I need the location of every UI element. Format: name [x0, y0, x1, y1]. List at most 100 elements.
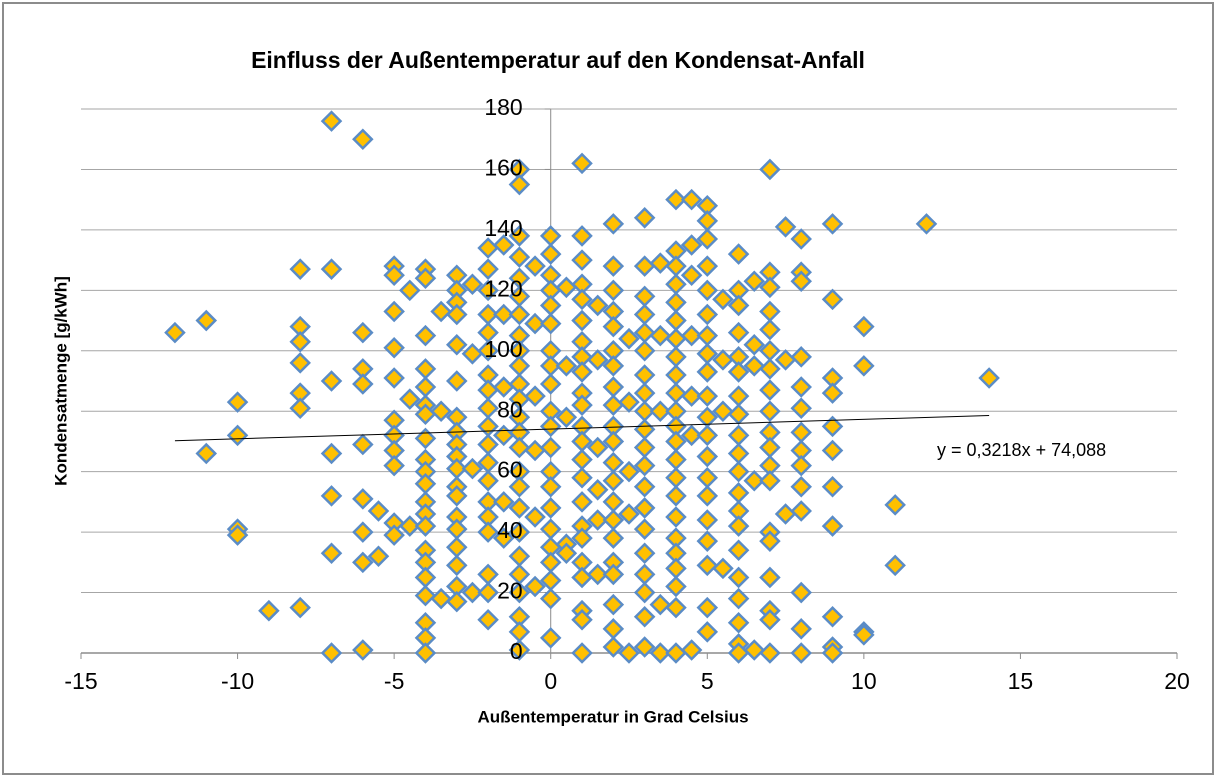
- point: [477, 581, 499, 604]
- point: [759, 530, 781, 552]
- point: [759, 642, 781, 664]
- point: [696, 385, 719, 407]
- point: [383, 336, 405, 359]
- point: [289, 330, 311, 353]
- point: [821, 439, 844, 462]
- point: [602, 255, 625, 277]
- point: [571, 394, 593, 416]
- point: [665, 506, 687, 528]
- y-axis-title: Kondensatmenge [g/kWh]: [51, 276, 70, 486]
- point: [367, 500, 390, 522]
- point: [696, 596, 719, 619]
- point: [790, 476, 812, 498]
- point: [665, 575, 687, 598]
- point: [508, 497, 531, 519]
- point: [602, 279, 625, 302]
- point: [289, 352, 311, 374]
- point: [320, 110, 343, 132]
- point: [665, 596, 687, 619]
- x-axis-title: Außentemperatur in Grad Celsius: [477, 707, 748, 726]
- point: [383, 454, 405, 477]
- point: [414, 642, 437, 664]
- point: [195, 442, 218, 465]
- point: [602, 527, 625, 549]
- point: [508, 225, 531, 247]
- point: [680, 385, 703, 407]
- point: [477, 279, 499, 302]
- point: [320, 642, 343, 664]
- point: [508, 173, 531, 196]
- point: [446, 554, 468, 577]
- trendline-label: y = 0,3218x + 74,088: [937, 440, 1106, 460]
- point: [539, 587, 562, 610]
- point: [821, 476, 844, 498]
- point: [446, 485, 468, 507]
- point: [633, 581, 656, 604]
- point: [759, 358, 781, 380]
- point: [571, 152, 593, 175]
- point: [414, 324, 437, 347]
- chart-title: Einfluss der Außentemperatur auf den Kon…: [251, 47, 865, 73]
- point: [790, 270, 812, 293]
- point: [539, 373, 562, 395]
- point: [602, 593, 625, 616]
- point: [884, 554, 906, 577]
- points: [164, 110, 1000, 664]
- point: [320, 258, 343, 280]
- point: [226, 424, 249, 447]
- x-tick-label: 5: [701, 668, 714, 694]
- x-tick-label: 0: [544, 668, 557, 694]
- point: [618, 391, 640, 413]
- y-tick-label: 100: [484, 336, 522, 362]
- point: [352, 551, 374, 574]
- point: [696, 361, 719, 383]
- point: [352, 488, 374, 510]
- point: [524, 255, 546, 277]
- y-tick-label: 160: [484, 155, 522, 181]
- point: [759, 400, 781, 422]
- point: [383, 524, 405, 546]
- point: [414, 584, 437, 607]
- point: [696, 530, 719, 552]
- point: [680, 424, 703, 447]
- point: [759, 379, 781, 401]
- point: [289, 397, 311, 419]
- point: [680, 188, 703, 211]
- point: [586, 349, 609, 371]
- point: [555, 542, 578, 565]
- point: [727, 612, 750, 634]
- point: [790, 500, 812, 522]
- point: [727, 361, 750, 383]
- point: [586, 563, 609, 586]
- point: [492, 527, 515, 549]
- point: [602, 636, 625, 658]
- point: [508, 246, 531, 268]
- point: [508, 581, 531, 604]
- point: [289, 258, 311, 280]
- point: [602, 213, 625, 235]
- point: [571, 309, 593, 332]
- point: [821, 642, 844, 664]
- point: [320, 542, 343, 565]
- point: [586, 294, 609, 317]
- point: [289, 596, 311, 619]
- point: [602, 563, 625, 586]
- point: [195, 309, 218, 332]
- point: [226, 524, 249, 546]
- point: [633, 340, 656, 362]
- point: [727, 566, 750, 589]
- point: [696, 445, 719, 468]
- x-tick-label: 10: [851, 668, 877, 694]
- point: [759, 318, 781, 341]
- point: [633, 636, 656, 658]
- point: [727, 460, 750, 483]
- point: [712, 557, 734, 580]
- point: [759, 566, 781, 589]
- point: [477, 608, 499, 631]
- point: [352, 373, 374, 395]
- point: [821, 213, 844, 235]
- point: [524, 506, 546, 528]
- point: [226, 391, 249, 413]
- point: [571, 466, 593, 489]
- point: [743, 355, 766, 377]
